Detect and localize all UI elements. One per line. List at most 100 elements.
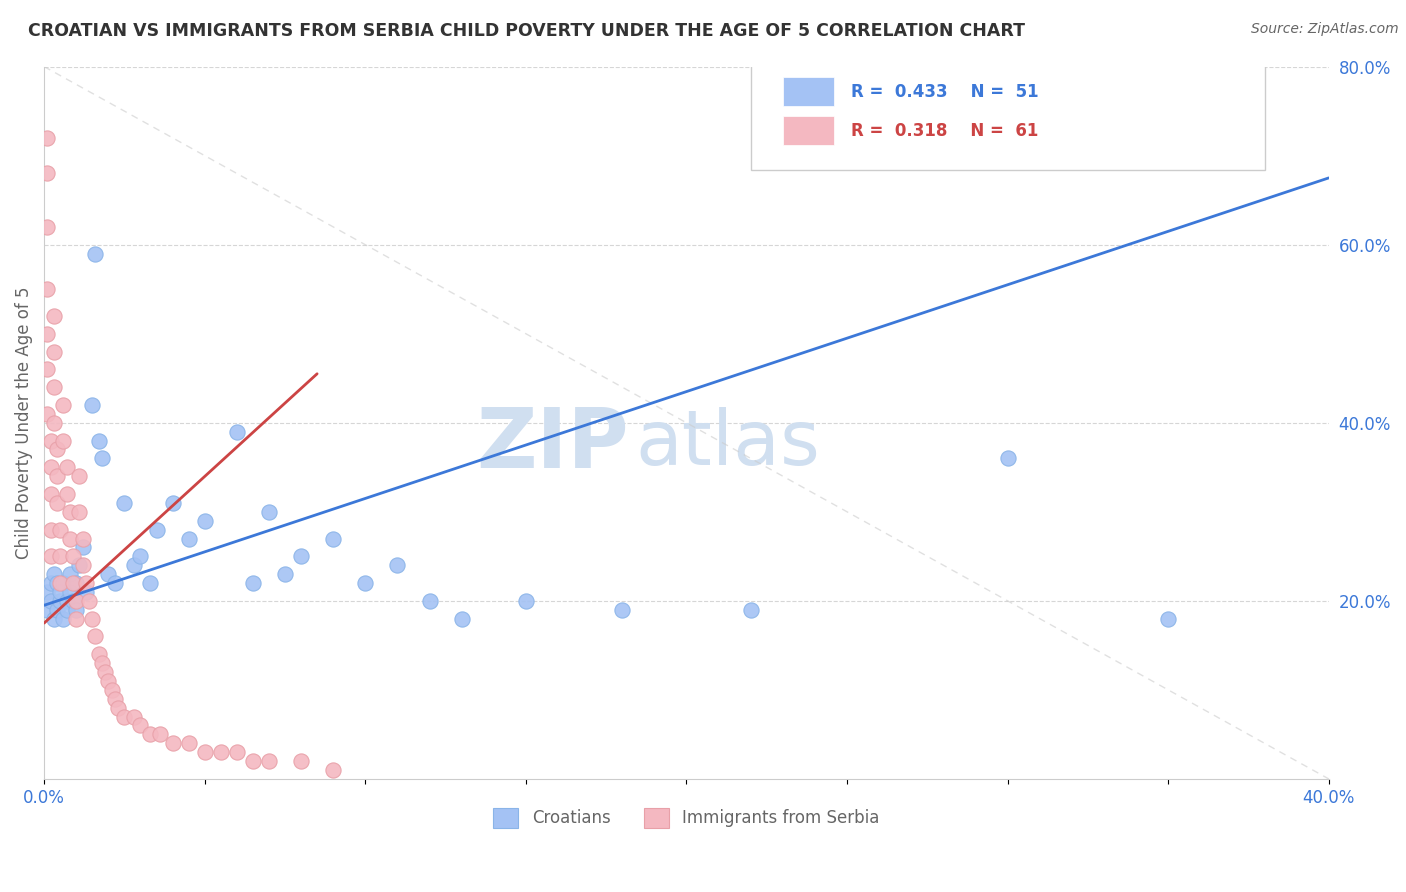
- Point: [100, 682, 122, 697]
- Point: [75, 585, 97, 599]
- Point: [55, 603, 77, 617]
- Point: [37, 585, 59, 599]
- Point: [87, 647, 110, 661]
- Point: [177, 532, 200, 546]
- Point: [52, 612, 75, 626]
- Point: [59, 532, 82, 546]
- FancyBboxPatch shape: [751, 60, 1264, 169]
- FancyBboxPatch shape: [783, 78, 834, 106]
- Point: [97, 567, 120, 582]
- Point: [62, 594, 84, 608]
- Point: [387, 558, 409, 573]
- Point: [322, 763, 344, 777]
- Text: R =  0.318    N =  61: R = 0.318 N = 61: [851, 121, 1038, 140]
- Point: [104, 576, 127, 591]
- Point: [354, 576, 377, 591]
- Y-axis label: Child Poverty Under the Age of 5: Child Poverty Under the Age of 5: [15, 286, 32, 559]
- Text: atlas: atlas: [636, 407, 820, 481]
- Point: [72, 541, 94, 555]
- Point: [162, 736, 184, 750]
- Point: [39, 549, 62, 564]
- Point: [290, 549, 312, 564]
- Point: [52, 576, 75, 591]
- Point: [39, 576, 62, 591]
- Point: [42, 344, 65, 359]
- Point: [122, 709, 145, 723]
- Text: ZIP: ZIP: [477, 403, 628, 484]
- FancyBboxPatch shape: [783, 117, 834, 145]
- Point: [39, 523, 62, 537]
- Point: [1157, 612, 1180, 626]
- Point: [55, 487, 77, 501]
- Point: [104, 691, 127, 706]
- Point: [46, 469, 69, 483]
- Point: [42, 380, 65, 394]
- Point: [84, 630, 107, 644]
- Point: [82, 398, 104, 412]
- Point: [145, 523, 167, 537]
- Point: [65, 594, 87, 608]
- Point: [69, 469, 91, 483]
- Text: CROATIAN VS IMMIGRANTS FROM SERBIA CHILD POVERTY UNDER THE AGE OF 5 CORRELATION : CROATIAN VS IMMIGRANTS FROM SERBIA CHILD…: [28, 22, 1025, 40]
- Point: [515, 594, 537, 608]
- Point: [37, 219, 59, 234]
- Point: [65, 612, 87, 626]
- Point: [69, 505, 91, 519]
- Point: [194, 514, 217, 528]
- Point: [225, 745, 247, 759]
- Point: [39, 434, 62, 448]
- Point: [72, 532, 94, 546]
- Point: [418, 594, 440, 608]
- Point: [46, 603, 69, 617]
- Point: [274, 567, 297, 582]
- Point: [162, 496, 184, 510]
- Point: [59, 505, 82, 519]
- Point: [129, 549, 152, 564]
- Point: [177, 736, 200, 750]
- Point: [37, 362, 59, 376]
- Point: [90, 451, 112, 466]
- Point: [46, 442, 69, 457]
- Point: [84, 246, 107, 260]
- Point: [450, 612, 472, 626]
- Point: [139, 727, 162, 741]
- Point: [42, 416, 65, 430]
- Point: [37, 603, 59, 617]
- Point: [94, 665, 117, 679]
- Point: [612, 603, 634, 617]
- Point: [112, 709, 135, 723]
- Point: [49, 549, 72, 564]
- Point: [290, 754, 312, 768]
- Point: [49, 585, 72, 599]
- Point: [65, 576, 87, 591]
- Point: [87, 434, 110, 448]
- Point: [52, 398, 75, 412]
- Point: [209, 745, 232, 759]
- Point: [55, 460, 77, 475]
- Point: [65, 603, 87, 617]
- Point: [322, 532, 344, 546]
- Point: [39, 460, 62, 475]
- Point: [997, 451, 1019, 466]
- Point: [62, 576, 84, 591]
- Point: [242, 754, 264, 768]
- Point: [37, 407, 59, 421]
- Point: [257, 505, 280, 519]
- Point: [49, 523, 72, 537]
- Point: [740, 603, 762, 617]
- Point: [139, 576, 162, 591]
- Point: [72, 558, 94, 573]
- Point: [42, 612, 65, 626]
- Point: [59, 585, 82, 599]
- Point: [46, 496, 69, 510]
- Point: [107, 700, 129, 714]
- Point: [149, 727, 172, 741]
- Point: [242, 576, 264, 591]
- Point: [112, 496, 135, 510]
- Point: [49, 594, 72, 608]
- Point: [129, 718, 152, 732]
- Point: [77, 594, 100, 608]
- Point: [37, 282, 59, 296]
- Point: [39, 487, 62, 501]
- Point: [225, 425, 247, 439]
